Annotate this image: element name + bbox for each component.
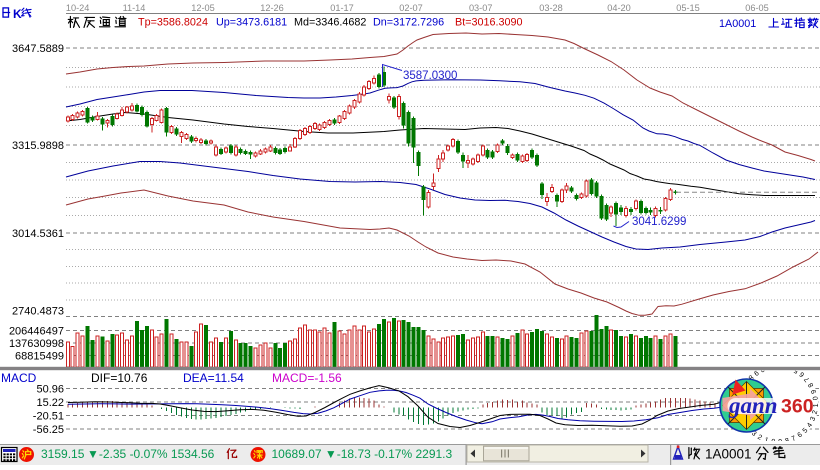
svg-text:04-20: 04-20	[607, 3, 631, 13]
svg-text:1: 1	[813, 403, 820, 407]
svg-text:gann: gann	[728, 393, 778, 418]
svg-text:1A0001: 1A0001	[705, 447, 752, 462]
svg-text:12-26: 12-26	[260, 3, 284, 13]
svg-text:68815499: 68815499	[15, 351, 64, 363]
svg-text:2740.4873: 2740.4873	[12, 306, 64, 318]
svg-text:Dn=3172.7296: Dn=3172.7296	[373, 17, 444, 29]
svg-text:3041.6299: 3041.6299	[632, 216, 686, 228]
svg-text:-56.25: -56.25	[33, 424, 64, 436]
svg-text:DEA=11.54: DEA=11.54	[183, 371, 244, 385]
svg-text:MACD=-1.56: MACD=-1.56	[272, 371, 342, 385]
svg-text:Md=3346.4682: Md=3346.4682	[294, 17, 366, 29]
svg-text:3014.5361: 3014.5361	[12, 228, 64, 240]
svg-text:03-28: 03-28	[539, 3, 563, 13]
svg-text:3587.0300: 3587.0300	[403, 70, 457, 82]
svg-text:3315.9898: 3315.9898	[12, 140, 64, 152]
svg-text:360: 360	[781, 396, 814, 418]
svg-text:K: K	[13, 7, 22, 21]
svg-text:Bt=3016.3090: Bt=3016.3090	[455, 17, 523, 29]
svg-text:206446497: 206446497	[9, 326, 64, 338]
svg-text:-20.51: -20.51	[33, 411, 64, 423]
svg-text:▼-2.35 -0.07% 1534.56: ▼-2.35 -0.07% 1534.56	[87, 447, 215, 461]
svg-text:3159.15: 3159.15	[41, 447, 85, 461]
svg-text:06-05: 06-05	[745, 3, 769, 13]
svg-text:3647.5889: 3647.5889	[12, 43, 64, 55]
svg-text:10-24: 10-24	[66, 3, 90, 13]
svg-text:DIF=10.76: DIF=10.76	[91, 371, 148, 385]
svg-text:MACD: MACD	[1, 371, 37, 385]
svg-text:03-07: 03-07	[469, 3, 493, 13]
svg-text:02-07: 02-07	[399, 3, 423, 13]
svg-text:15.22: 15.22	[36, 397, 64, 409]
svg-text:10689.07 ▼-18.73 -0.17% 2291.3: 10689.07 ▼-18.73 -0.17% 2291.3	[272, 447, 453, 461]
svg-text:1A0001: 1A0001	[719, 18, 756, 30]
svg-text:11-14: 11-14	[123, 3, 146, 13]
svg-text:137630998: 137630998	[9, 338, 64, 350]
svg-text:Tp=3586.8024: Tp=3586.8024	[138, 17, 208, 29]
svg-text:50.96: 50.96	[36, 383, 64, 395]
svg-text:01-17: 01-17	[330, 3, 354, 13]
svg-text:Up=3473.6181: Up=3473.6181	[216, 17, 287, 29]
svg-text:05-15: 05-15	[676, 3, 700, 13]
svg-text:12-05: 12-05	[191, 3, 215, 13]
